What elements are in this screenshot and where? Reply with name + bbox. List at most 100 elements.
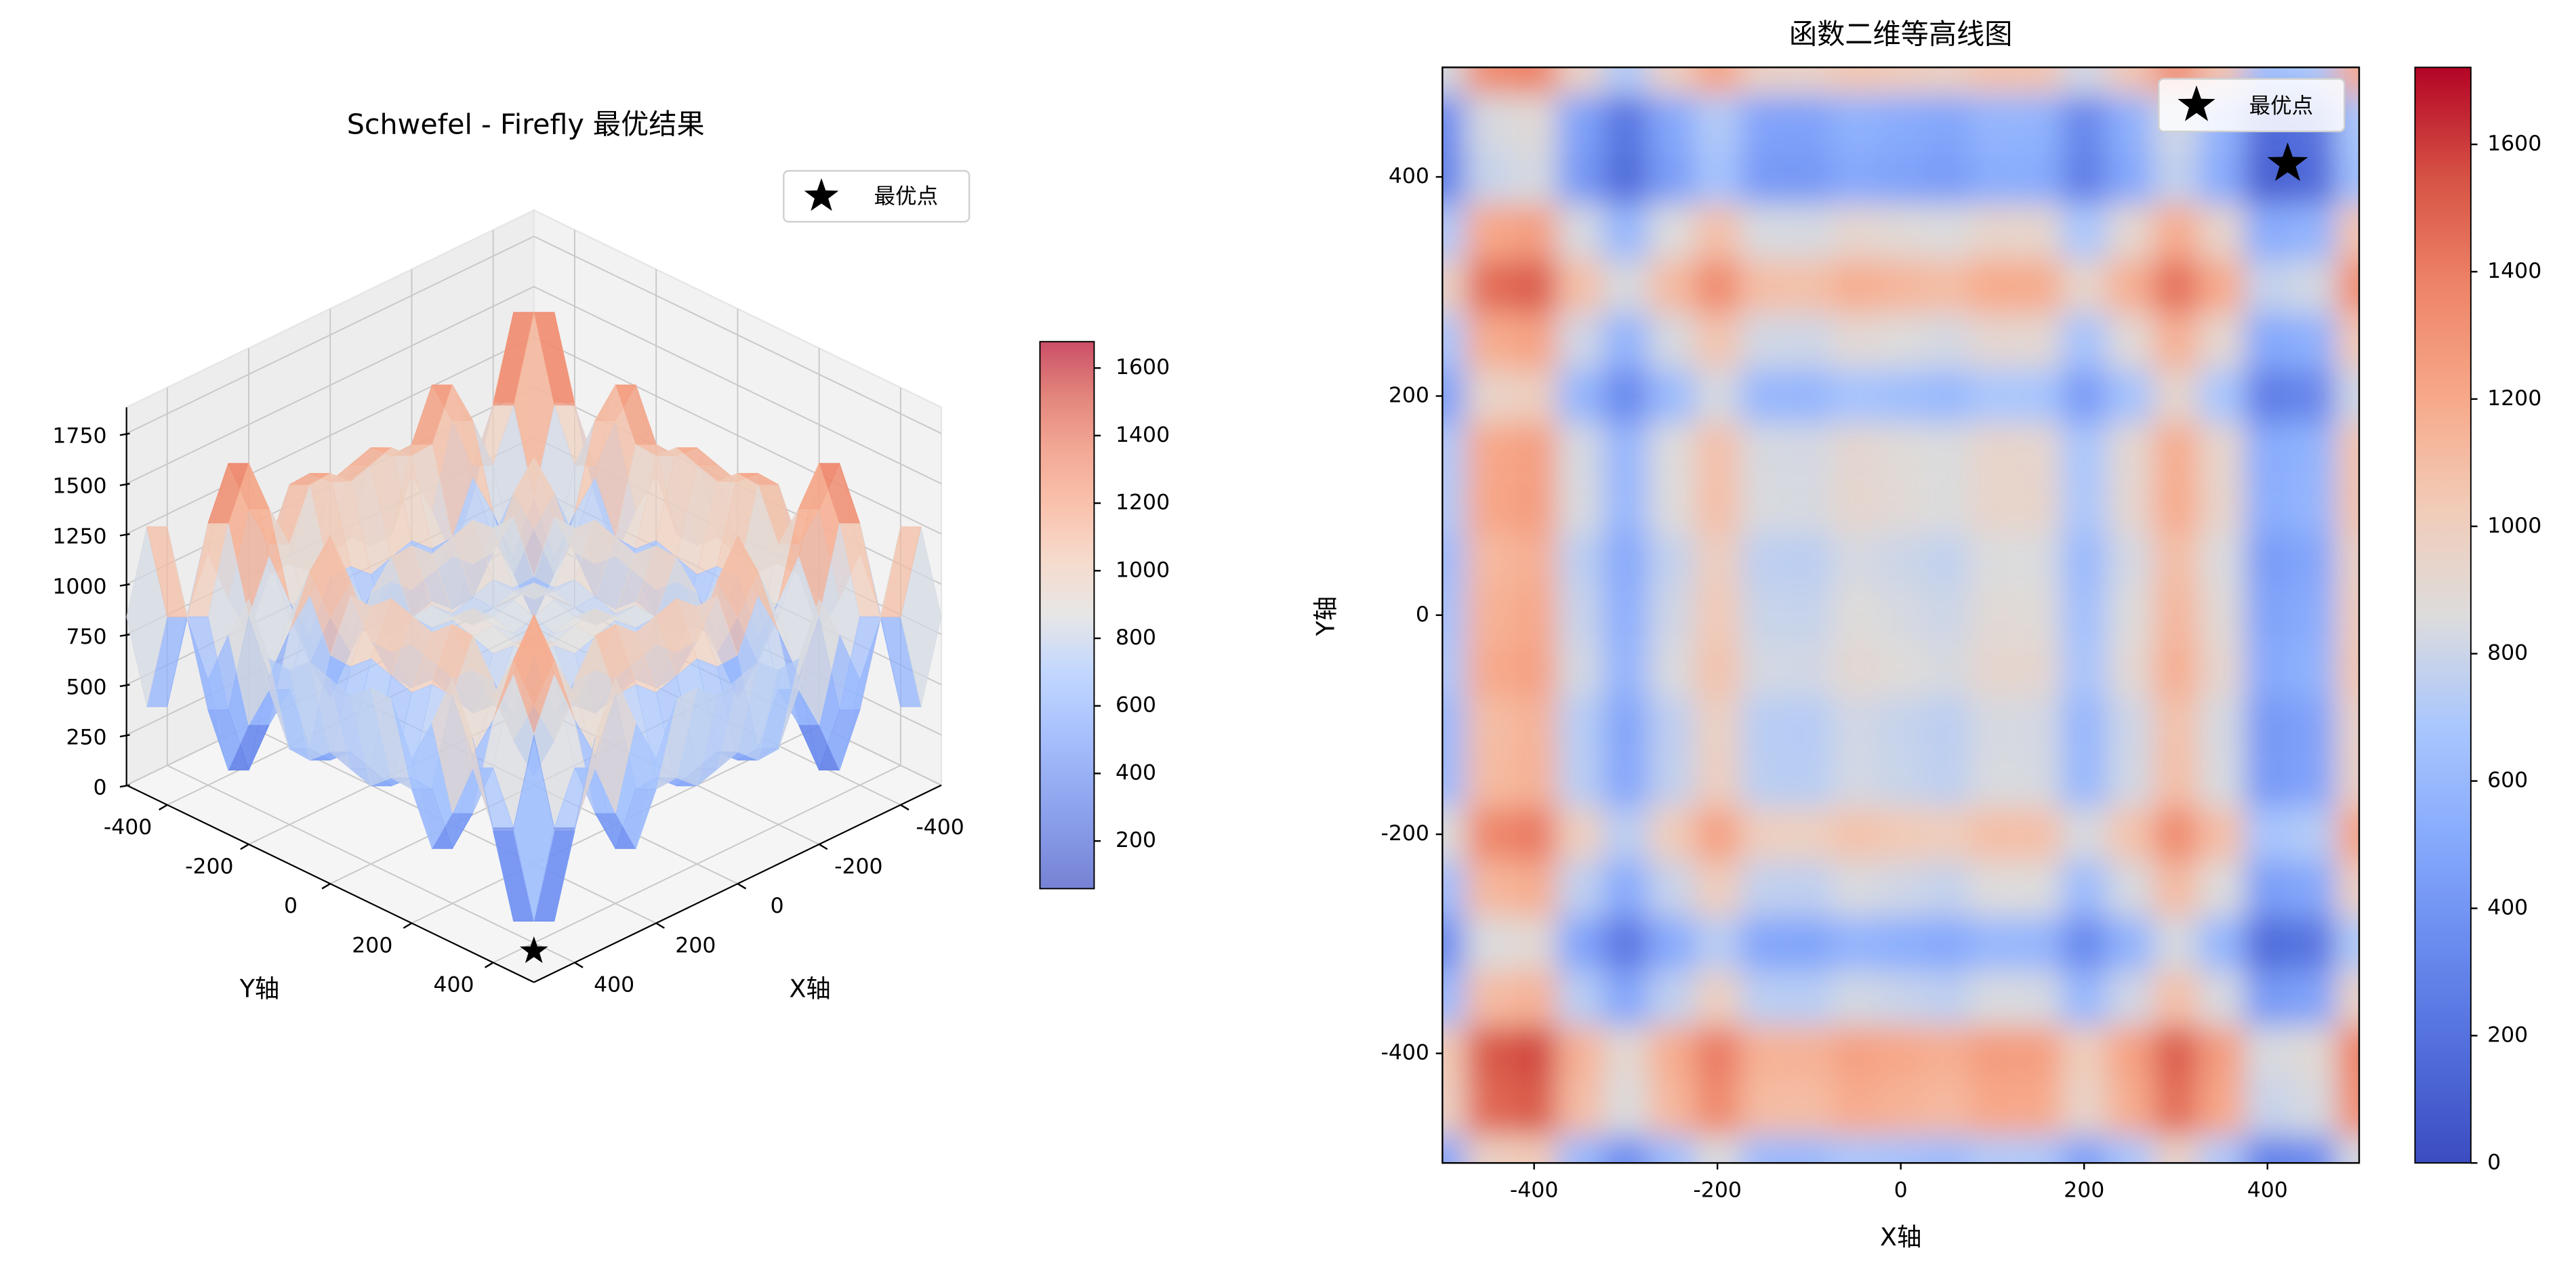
- contour-cell: [1465, 204, 1511, 260]
- contour-cell: [2336, 1135, 2360, 1163]
- contour-cell: [1694, 697, 1740, 752]
- contour-cell: [1694, 971, 1740, 1027]
- contour-cell: [1786, 916, 1833, 972]
- contour-cell: [1786, 1026, 1833, 1081]
- x-tick: [655, 922, 665, 929]
- contour-cell: [2061, 533, 2108, 588]
- contour-cell: [1877, 67, 1924, 95]
- contour-cell: [1786, 642, 1833, 698]
- contour-cell: [2290, 642, 2337, 698]
- contour-cell: [1442, 751, 1466, 807]
- contour-cell: [2336, 916, 2360, 972]
- y-axis-label: Y轴: [239, 974, 280, 1004]
- z-tick-label: 750: [66, 625, 106, 649]
- contour-cell: [2015, 806, 2062, 862]
- contour-cell: [2061, 204, 2108, 260]
- contour-cell: [1648, 587, 1695, 643]
- contour-cell: [1465, 971, 1511, 1027]
- grid-line: [533, 235, 942, 434]
- contour-axes: -400 -200 0 200 400 -400 -200 0 200 400 最优点 0 200 400…: [1381, 66, 2541, 1202]
- contour-cell: [2061, 369, 2108, 424]
- contour-cell: [1694, 259, 1740, 314]
- contour-cell: [1511, 67, 1557, 95]
- contour-cell: [1740, 369, 1786, 424]
- contour-cell: [2290, 423, 2337, 478]
- y-tick-label: -200: [185, 854, 234, 879]
- colorbar-tick-label: 1600: [1116, 355, 1170, 379]
- contour-cell: [1648, 861, 1695, 917]
- contour-cell: [2290, 697, 2337, 752]
- contour-cell: [1442, 971, 1466, 1027]
- contour-cell: [2244, 916, 2291, 972]
- contour-cell: [2244, 751, 2291, 807]
- contour-cell: [1923, 1135, 1970, 1163]
- contour-cell: [2107, 861, 2153, 917]
- contour-cell: [2107, 587, 2153, 643]
- contour-cell: [1969, 916, 2016, 972]
- contour-cell: [1694, 67, 1740, 95]
- contour-cell: [1557, 806, 1603, 862]
- contour-cell: [1923, 204, 1970, 260]
- contour-cell: [2061, 314, 2108, 369]
- contour-cell: [1442, 533, 1466, 588]
- contour-cell: [2061, 259, 2108, 314]
- contour-cell: [1877, 259, 1924, 314]
- contour-cell: [2336, 697, 2360, 752]
- contour-cell: [1740, 204, 1786, 260]
- contour-cell: [1740, 259, 1786, 314]
- contour-cell: [1923, 971, 1970, 1027]
- colorbar: [1039, 341, 1095, 890]
- contour-cell: [1740, 806, 1786, 862]
- legend-label: 最优点: [874, 184, 939, 209]
- contour-cell: [2061, 751, 2108, 807]
- x-tick-label: -400: [1510, 1178, 1559, 1202]
- contour-cell: [1465, 369, 1511, 424]
- contour-cell: [1511, 423, 1557, 478]
- contour-cell: [1465, 533, 1511, 588]
- contour-cell: [2061, 67, 2108, 95]
- contour-cell: [2290, 806, 2337, 862]
- contour-cell: [1603, 642, 1649, 698]
- contour-cell: [1511, 1081, 1557, 1136]
- contour-cell: [1442, 94, 1466, 150]
- contour-cell: [2107, 751, 2153, 807]
- contour-cell: [2244, 1135, 2291, 1163]
- contour-cell: [1648, 259, 1695, 314]
- z-tick-label: 1250: [52, 524, 106, 549]
- contour-cell: [1648, 314, 1695, 369]
- contour-cell: [1603, 423, 1649, 478]
- contour-cell: [1465, 861, 1511, 917]
- contour-cell: [1832, 1081, 1878, 1136]
- contour-cell: [2015, 314, 2062, 369]
- contour-cell: [1969, 259, 2016, 314]
- contour-cell: [1442, 697, 1466, 752]
- axis-line: [533, 784, 942, 983]
- contour-cell: [1603, 1026, 1649, 1081]
- contour-cell: [2061, 642, 2108, 698]
- contour-cell: [1465, 149, 1511, 205]
- contour-cell: [1832, 1135, 1878, 1163]
- contour-cell: [2015, 204, 2062, 260]
- contour-cell: [2199, 478, 2245, 533]
- contour-cell: [2199, 259, 2245, 314]
- contour-cell: [1832, 204, 1878, 260]
- contour-cell: [1969, 642, 2016, 698]
- contour-cell: [1740, 587, 1786, 643]
- contour-cell: [1923, 259, 1970, 314]
- contour-cell: [2061, 1081, 2108, 1136]
- contour-cell: [1877, 369, 1924, 424]
- contour-cell: [1442, 423, 1466, 478]
- contour-cell: [2290, 314, 2337, 369]
- x-axis-label: X轴: [789, 974, 830, 1004]
- contour-cell: [1511, 1135, 1557, 1163]
- contour-cell: [1786, 259, 1833, 314]
- contour-cell: [1648, 149, 1695, 205]
- contour-cell: [1740, 1026, 1786, 1081]
- contour-cell: [1969, 149, 2016, 205]
- contour-cell: [2015, 369, 2062, 424]
- y-tick-label: 200: [1389, 383, 1429, 407]
- contour-cell: [1923, 149, 1970, 205]
- contour-cell: [1442, 478, 1466, 533]
- colorbar-tick-label: 400: [2487, 895, 2528, 920]
- x-tick: [900, 804, 909, 811]
